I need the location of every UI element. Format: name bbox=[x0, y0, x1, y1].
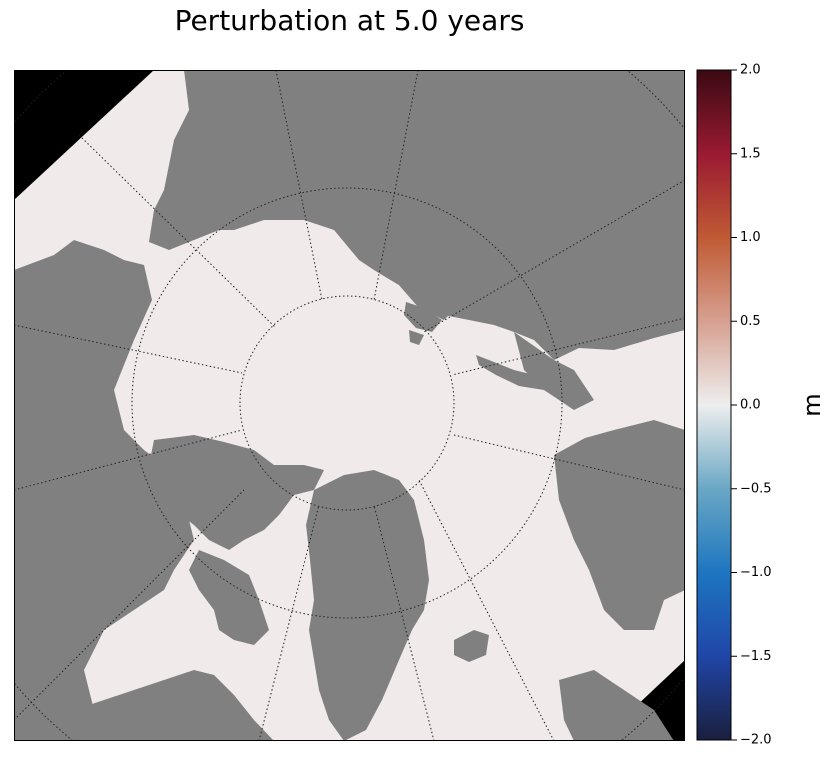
land-svalbard bbox=[404, 302, 442, 332]
meridian-8 bbox=[258, 504, 320, 741]
colorbar-tick-label: 0.0 bbox=[740, 398, 761, 413]
colorbar: 2.0 1.5 1.0 0.5 0.0 −0.5 −1.0 −1.5 −2.0 m bbox=[696, 63, 826, 748]
land-labrador bbox=[14, 670, 274, 741]
colorbar-tick-label: 1.5 bbox=[740, 146, 761, 161]
colorbar-tick-label: −1.5 bbox=[740, 649, 772, 664]
meridian-1 bbox=[275, 70, 323, 301]
colorbar-tick-label: 2.0 bbox=[740, 63, 761, 78]
land-greenland bbox=[306, 470, 429, 741]
colorbar-label: m bbox=[798, 393, 826, 416]
land-arctic-archipelago bbox=[149, 435, 324, 550]
meridian-6 bbox=[418, 479, 555, 741]
map-frame bbox=[14, 70, 685, 741]
land-east-asia-right bbox=[554, 420, 685, 630]
colorbar-tick-label: 1.0 bbox=[740, 230, 761, 245]
meridian-9 bbox=[14, 429, 243, 491]
land bbox=[14, 70, 685, 741]
land-siberia-coast bbox=[214, 200, 454, 320]
land-baffin bbox=[189, 550, 269, 645]
land-franz-josef bbox=[409, 330, 424, 345]
land-eurasia bbox=[149, 70, 685, 360]
meridian-7 bbox=[373, 504, 435, 741]
land-novaya-zemlya bbox=[476, 355, 559, 390]
meridian-10 bbox=[14, 324, 243, 374]
land-europe bbox=[559, 670, 674, 741]
lat-circle-inner bbox=[239, 295, 455, 511]
outside-domain-top-left bbox=[14, 70, 154, 200]
colorbar-gradient bbox=[696, 69, 732, 741]
lat-circle-middle bbox=[131, 187, 563, 619]
land-hudson bbox=[14, 590, 114, 670]
graticule bbox=[14, 70, 685, 741]
land-iceland bbox=[454, 630, 489, 662]
map-panel bbox=[14, 70, 685, 741]
colorbar-tick-label: −1.0 bbox=[740, 565, 772, 580]
chart-title: Perturbation at 5.0 years bbox=[174, 4, 525, 37]
meridian-2 bbox=[373, 70, 419, 301]
colorbar-tick-label: 0.5 bbox=[740, 314, 761, 329]
colorbar-tick-label: −0.5 bbox=[740, 481, 772, 496]
colorbar-tick-label: −2.0 bbox=[740, 733, 772, 748]
